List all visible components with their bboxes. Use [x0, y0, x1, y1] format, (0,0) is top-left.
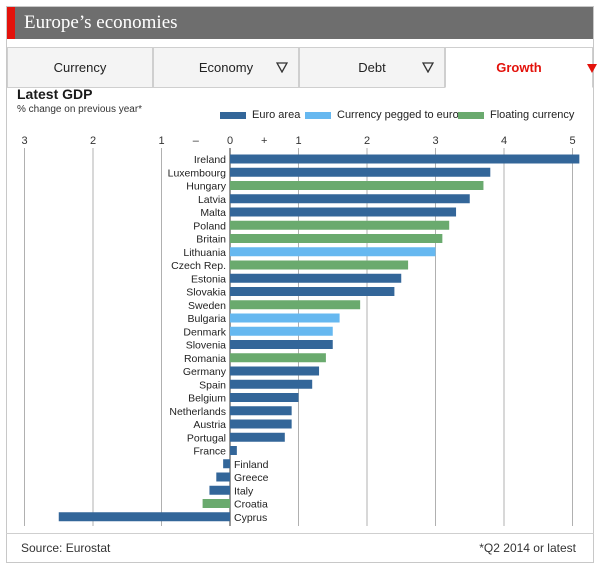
bar — [230, 313, 340, 323]
tick-label: 3 — [21, 135, 27, 147]
category-label: Ireland — [194, 154, 226, 166]
tab-growth-label: Growth — [496, 60, 542, 75]
category-label: Belgium — [188, 393, 226, 405]
tab-economy[interactable]: Economy — [153, 47, 299, 88]
category-label: Sweden — [188, 300, 226, 312]
chart-subtitle: % change on previous year* — [17, 104, 143, 115]
bar — [230, 287, 395, 296]
page-title: Europe’s economies — [24, 12, 178, 33]
tab-debt-label: Debt — [358, 60, 386, 75]
category-label: Slovakia — [186, 287, 226, 299]
tick-label: – — [193, 135, 200, 147]
category-label: Croatia — [234, 499, 268, 511]
legend-item-euro-area: Euro area — [220, 109, 300, 121]
category-label: Spain — [199, 379, 226, 391]
tab-currency-label: Currency — [53, 60, 107, 75]
legend-swatch-floating — [458, 111, 484, 119]
tick-label: 2 — [364, 135, 370, 147]
legend-label-pegged: Currency pegged to euro — [337, 109, 459, 121]
bar — [58, 512, 230, 522]
category-label: Finland — [234, 459, 269, 471]
category-label: Lithuania — [183, 247, 226, 259]
category-label: Estonia — [191, 273, 226, 285]
legend-swatch-euro-area — [220, 111, 246, 119]
category-label: Hungary — [186, 181, 226, 193]
category-label: Malta — [200, 207, 226, 219]
category-label: Bulgaria — [187, 313, 226, 325]
bar — [230, 366, 320, 376]
category-label: Cyprus — [234, 512, 267, 524]
tab-economy-label: Economy — [198, 60, 254, 75]
bar — [230, 300, 361, 310]
footer-divider — [6, 533, 594, 534]
title-bar: Europe’s economies — [7, 7, 593, 39]
bar — [230, 194, 470, 204]
bar — [230, 406, 292, 416]
bar — [230, 220, 450, 230]
category-label: Denmark — [183, 326, 226, 338]
bar — [230, 260, 409, 270]
tab-currency[interactable]: Currency — [7, 47, 153, 88]
bar — [230, 273, 402, 283]
tick-label: + — [261, 135, 267, 147]
bar — [230, 234, 443, 243]
tab-bar: Currency Economy Debt Growth — [7, 47, 597, 88]
bar — [209, 485, 230, 495]
tick-label: 1 — [295, 135, 301, 147]
legend-label-floating: Floating currency — [490, 109, 575, 121]
brand-red-mark — [7, 7, 15, 39]
bar — [223, 459, 230, 469]
tick-label: 5 — [569, 135, 575, 147]
category-label: Slovenia — [186, 340, 226, 352]
category-label: Britain — [196, 234, 226, 246]
tick-label: 4 — [501, 135, 507, 147]
bar — [230, 379, 313, 389]
bar — [230, 154, 580, 164]
category-label: Luxembourg — [168, 167, 227, 179]
category-label: Portugal — [187, 432, 226, 444]
bar — [230, 446, 237, 455]
chart-panel: Europe’s economies Currency Economy Debt… — [6, 6, 597, 563]
bar — [230, 353, 326, 363]
bar — [230, 167, 491, 177]
tick-label: 0 — [227, 135, 233, 147]
category-label: Italy — [234, 485, 254, 497]
category-label: Latvia — [198, 194, 226, 206]
bar — [202, 499, 230, 508]
category-label: France — [193, 446, 226, 458]
chart-title: Latest GDP — [17, 86, 93, 102]
category-label: Netherlands — [169, 406, 226, 418]
tick-label: 1 — [158, 135, 164, 147]
category-label: Czech Rep. — [171, 260, 226, 272]
legend-item-floating: Floating currency — [458, 109, 574, 121]
category-label: Romania — [184, 353, 226, 365]
tab-debt[interactable]: Debt — [299, 47, 445, 88]
bar — [230, 207, 457, 217]
category-label: Austria — [193, 419, 226, 431]
category-label: Germany — [183, 366, 227, 378]
legend-label-euro-area: Euro area — [252, 109, 301, 121]
category-label: Greece — [234, 472, 269, 484]
legend-swatch-pegged — [305, 111, 331, 119]
footnote: *Q2 2014 or latest — [479, 541, 576, 555]
bar — [230, 432, 285, 442]
bar — [230, 340, 333, 349]
tick-label: 2 — [90, 135, 96, 147]
bar — [230, 419, 292, 429]
bar — [230, 326, 333, 336]
tab-growth[interactable]: Growth — [445, 47, 597, 88]
bar — [216, 472, 230, 482]
legend-item-pegged: Currency pegged to euro — [305, 109, 459, 121]
bar — [230, 247, 436, 257]
bar — [230, 181, 484, 190]
bar — [230, 393, 299, 402]
source-note: Source: Eurostat — [21, 541, 111, 555]
category-label: Poland — [193, 220, 226, 232]
tick-label: 3 — [432, 135, 438, 147]
